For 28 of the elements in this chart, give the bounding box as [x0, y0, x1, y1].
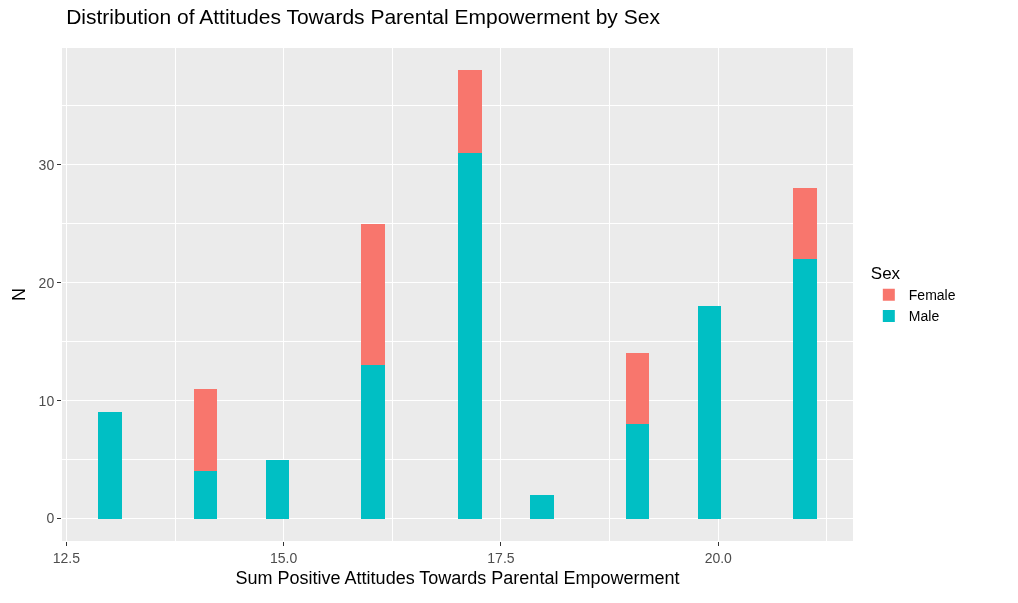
x-tick-label: 20.0: [704, 549, 733, 566]
y-tick-label: 30: [38, 156, 55, 173]
bar: [361, 365, 386, 519]
bar: [457, 70, 482, 153]
bar: [265, 459, 290, 519]
bar: [697, 306, 722, 519]
bar: [793, 259, 818, 519]
x-tick-label: 12.5: [52, 549, 81, 566]
bar: [97, 412, 122, 519]
y-axis-title: N: [8, 288, 29, 301]
x-tick-label: 15.0: [270, 549, 298, 566]
chart-title: Distribution of Attitudes Towards Parental Empowerment by Sex: [66, 4, 661, 28]
bar: [457, 152, 482, 519]
bar: [193, 471, 218, 519]
y-tick-label: 20: [38, 274, 55, 291]
bar: [625, 424, 650, 519]
bar: [193, 388, 218, 472]
legend-title: Sex: [870, 264, 901, 284]
bar: [361, 223, 386, 366]
legend-label: Female: [908, 287, 956, 304]
y-tick-label: 10: [38, 392, 55, 409]
legend-label: Male: [908, 308, 940, 325]
y-tick-label: 0: [46, 510, 55, 527]
x-axis-title: Sum Positive Attitudes Towards Parental Empowerment: [235, 567, 680, 588]
bar: [625, 353, 650, 425]
bar: [793, 188, 818, 260]
bar: [529, 495, 554, 519]
x-tick-label: 17.5: [487, 549, 515, 566]
